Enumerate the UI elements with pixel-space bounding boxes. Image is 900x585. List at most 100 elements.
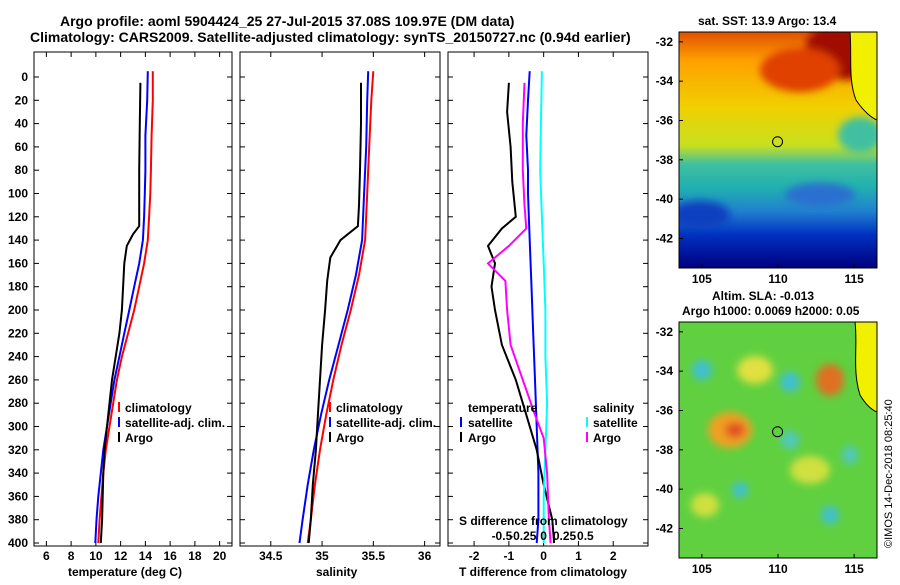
sst-map-panel: sat. SST: 13.9 Argo: 13.4 105 110 115 -32 -3… (656, 14, 878, 286)
sst-cool-patch (838, 117, 877, 153)
map-lat-tick-label: -38 (656, 153, 674, 167)
depth-tick-label: 80 (15, 163, 29, 177)
x-tick-label: 16 (163, 549, 177, 563)
legend-label-satellite-adj: satellite-adj. clim. (336, 416, 436, 430)
x-tick-label: 14 (139, 549, 153, 563)
x-tick-label: -2 (469, 549, 480, 563)
map-lon-tick-label: 105 (692, 272, 712, 286)
sst-warm-patch (760, 48, 840, 92)
map-lat-tick-label: -42 (656, 232, 674, 246)
sla-low-patch (692, 360, 712, 380)
figure-title-line2: Climatology: CARS2009. Satellite-adjuste… (30, 29, 631, 45)
imos-credit: ©IMOS 14-Dec-2018 08:25:40 (883, 399, 895, 548)
depth-tick-label: 160 (8, 256, 28, 270)
series-line-argo (99, 82, 142, 544)
sla-low-patch (780, 372, 800, 392)
legend-label-t-satellite: satellite (468, 416, 513, 430)
sst-land (849, 32, 877, 121)
sla-high-patch (816, 364, 844, 396)
sst-argo-location-marker (772, 136, 784, 148)
map-lat-tick-label: -32 (656, 325, 674, 339)
legend-label-t-argo: Argo (468, 431, 496, 445)
x-tick-label: 8 (68, 549, 75, 563)
depth-tick-label: 320 (8, 443, 28, 457)
difference-panel: -2 -1 0 1 2 T difference from climatology S … (447, 51, 649, 579)
depth-tick-label: 280 (8, 396, 28, 410)
depth-tick-label: 180 (8, 280, 28, 294)
legend-label-argo: Argo (125, 431, 153, 445)
sla-map-title: Altim. SLA: -0.013 (712, 289, 814, 303)
s-diff-tick-label: 0.25 (553, 529, 577, 543)
map-lat-tick-label: -36 (656, 404, 674, 418)
x-tick-label: 2 (610, 549, 617, 563)
series-line-climatology (306, 71, 375, 544)
x-tick-label: -1 (504, 549, 515, 563)
series-line-satellite-adj-clim- (94, 71, 149, 544)
legend-label-s-satellite: satellite (593, 416, 638, 430)
depth-tick-label: 400 (8, 536, 28, 550)
depth-tick-label: 240 (8, 350, 28, 364)
difference-xlabel: T difference from climatology (459, 565, 627, 579)
sla-argo-location-marker (772, 426, 784, 438)
x-tick-label: 0 (540, 549, 547, 563)
series-line-argo (307, 82, 362, 544)
map-lat-tick-label: -36 (656, 114, 674, 128)
x-tick-label: 12 (114, 549, 128, 563)
x-tick-label: 10 (89, 549, 103, 563)
map-lat-tick-label: -34 (656, 364, 674, 378)
series-line-t-satellite (525, 71, 540, 544)
sla-high-patch (725, 422, 745, 438)
series-line-t-argo (486, 82, 556, 544)
series-line-satellite-adj-clim- (298, 71, 370, 544)
sla-high-patch (790, 456, 830, 484)
x-tick-label: 1 (575, 549, 582, 563)
sst-map-title: sat. SST: 13.9 Argo: 13.4 (698, 14, 837, 28)
sla-low-patch (842, 446, 858, 464)
s-diff-tick-label: -0.25 (509, 529, 537, 543)
map-lon-tick-label: 115 (844, 272, 864, 286)
map-lat-tick-label: -40 (656, 192, 674, 206)
sst-cool-patch (785, 183, 855, 207)
map-lat-tick-label: -42 (656, 522, 674, 536)
map-lon-tick-label: 110 (768, 562, 788, 576)
depth-tick-label: 300 (8, 420, 28, 434)
depth-tick-label: 140 (8, 233, 28, 247)
sla-low-patch (821, 506, 839, 524)
salinity-legend: climatology satellite-adj. clim. Argo (329, 401, 436, 445)
x-tick-label: 6 (43, 549, 50, 563)
depth-tick-label: 380 (8, 513, 28, 527)
depth-tick-label: 120 (8, 210, 28, 224)
s-diff-tick-label: -0.5 (492, 529, 513, 543)
difference-legend: temperature salinity satellite Argo sate… (460, 401, 638, 445)
figure-title-line1: Argo profile: aoml 5904424_25 27-Jul-201… (60, 13, 514, 29)
x-tick-label: 36 (418, 549, 432, 563)
salinity-axes (239, 51, 441, 547)
depth-tick-label: 40 (15, 117, 29, 131)
difference-axes (447, 51, 649, 547)
legend-label-climatology: climatology (125, 401, 192, 415)
depth-tick-label: 220 (8, 326, 28, 340)
map-lon-tick-label: 110 (768, 272, 788, 286)
x-tick-label: 35 (315, 549, 329, 563)
map-lon-tick-label: 115 (844, 562, 864, 576)
map-lat-tick-label: -40 (656, 482, 674, 496)
map-lat-tick-label: -38 (656, 443, 674, 457)
temperature-xlabel: temperature (deg C) (68, 565, 182, 579)
series-line-s-argo (486, 82, 552, 544)
s-diff-tick-label: 0.5 (577, 529, 594, 543)
depth-tick-label: 260 (8, 373, 28, 387)
depth-tick-label: 60 (15, 140, 29, 154)
sla-high-patch (737, 356, 773, 384)
s-diff-tick-label: 0 (540, 529, 547, 543)
sst-cool-patch (679, 201, 730, 229)
depth-tick-label: 200 (8, 303, 28, 317)
depth-tick-label: 360 (8, 489, 28, 503)
sla-map-panel: Altim. SLA: -0.013 Argo h1000: 0.0069 h2… (656, 289, 878, 576)
salinity-xlabel: salinity (316, 565, 358, 579)
depth-tick-label: 0 (21, 70, 28, 84)
sla-map-subtitle: Argo h1000: 0.0069 h2000: 0.05 (682, 304, 860, 318)
sla-low-patch (732, 482, 748, 498)
legend-label-s-argo: Argo (593, 431, 621, 445)
depth-tick-label: 20 (15, 93, 29, 107)
